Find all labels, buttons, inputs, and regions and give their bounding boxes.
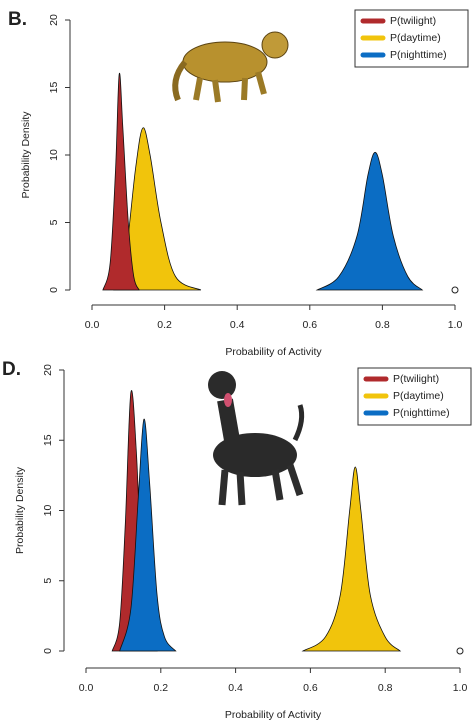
y-tick-label: 20: [48, 14, 60, 26]
density-area: [301, 466, 402, 652]
y-tick-label: 10: [48, 149, 60, 161]
legend-label: P(nighttime): [393, 407, 450, 419]
panel-label: D.: [2, 359, 21, 380]
panel: B. 0.0 0.2 0.4 0.6 0.8 1.0 0 5 10 15 20 Probability …: [8, 9, 469, 358]
ocelot-illustration: [172, 31, 289, 103]
legend-label: P(twilight): [390, 15, 436, 27]
y-tick-label: 0: [48, 287, 60, 293]
point: [456, 647, 464, 655]
rottweiler-illustration: [208, 371, 305, 506]
density-area: [102, 72, 140, 291]
x-tick-label: 0.0: [79, 682, 94, 694]
x-tick-label: 0.0: [85, 319, 100, 331]
legend-label: P(twilight): [393, 373, 439, 385]
x-tick-label: 0.6: [302, 319, 317, 331]
x-tick-label: 0.2: [157, 319, 172, 331]
y-tick-label: 15: [42, 434, 54, 446]
y-tick-label: 5: [48, 219, 60, 225]
legend-label: P(daytime): [390, 32, 441, 44]
x-axis-title: Probability of Activity: [225, 709, 322, 721]
legend: P(twilight) P(daytime) P(nighttime): [354, 9, 469, 68]
density-area: [119, 418, 177, 652]
y-tick-label: 15: [48, 82, 60, 94]
panel: D. 0.0 0.2 0.4 0.6 0.8 1.0 0 5 10 15 20 Probability …: [2, 359, 472, 721]
x-tick-label: 0.8: [378, 682, 393, 694]
x-tick-label: 0.2: [153, 682, 168, 694]
legend-label: P(nighttime): [390, 49, 447, 61]
x-tick-label: 0.4: [228, 682, 243, 694]
legend-label: P(daytime): [393, 390, 444, 402]
y-tick-label: 0: [42, 648, 54, 654]
panel-label: B.: [8, 9, 27, 30]
x-tick-label: 1.0: [453, 682, 468, 694]
density-area: [315, 151, 424, 291]
y-tick-label: 5: [42, 578, 54, 584]
y-axis-title: Probability Density: [14, 466, 26, 554]
legend: P(twilight) P(daytime) P(nighttime): [357, 367, 472, 426]
y-tick-label: 10: [42, 505, 54, 517]
y-axis-title: Probability Density: [20, 111, 32, 199]
x-tick-label: 0.4: [230, 319, 245, 331]
y-tick-label: 20: [42, 364, 54, 376]
x-tick-label: 0.8: [375, 319, 390, 331]
x-tick-label: 1.0: [448, 319, 463, 331]
x-axis-title: Probability of Activity: [225, 346, 322, 358]
point: [451, 286, 459, 294]
x-tick-label: 0.6: [303, 682, 318, 694]
